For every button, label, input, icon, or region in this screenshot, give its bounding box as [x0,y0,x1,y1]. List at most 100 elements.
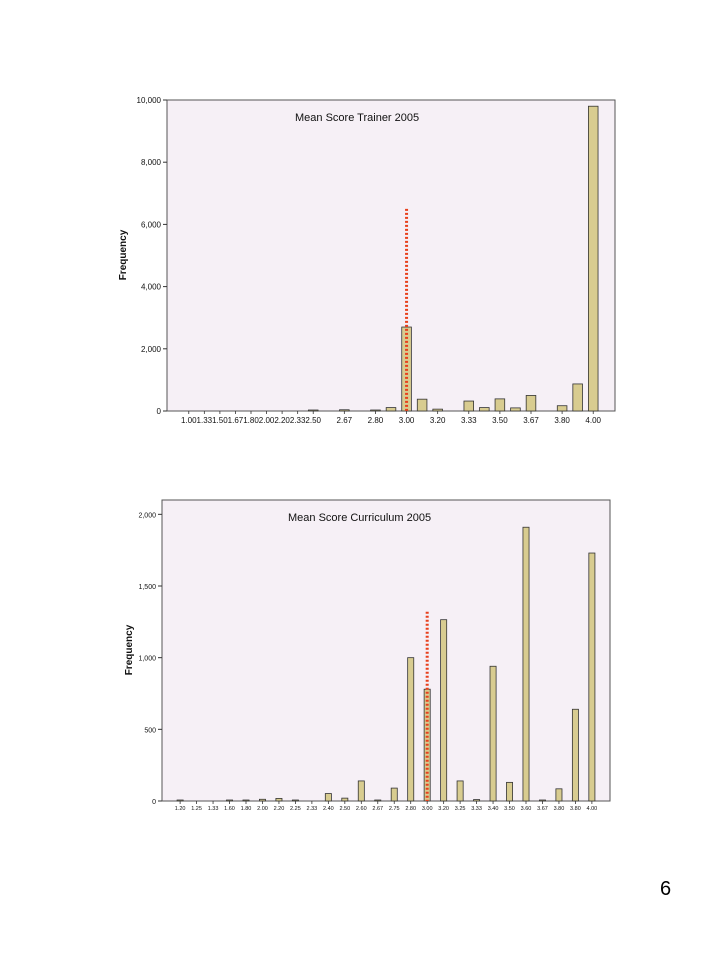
bar [440,619,448,802]
y-tick-label: 8,000 [141,158,162,167]
x-tick-label: 1.33 [197,416,213,425]
x-tick-label: 1.20 [175,806,186,812]
bar [226,799,233,802]
x-tick-label: 2.80 [368,416,384,425]
x-tick-label: 1.50 [212,416,228,425]
bar [506,781,513,802]
x-tick-label: 3.25 [455,806,466,812]
x-tick-label: 2.00 [257,806,268,812]
x-tick-label: 2.20 [274,416,290,425]
x-tick-label: 3.50 [504,806,515,812]
plot-area [161,499,611,802]
x-tick-label: 2.60 [356,806,367,812]
x-tick-label: 2.50 [305,416,321,425]
y-tick-label: 1,000 [138,656,156,663]
bar [357,780,365,802]
y-tick-label: 0 [157,407,162,416]
bar [525,395,537,412]
x-tick-label: 2.25 [290,806,301,812]
y-tick-label: 500 [144,727,156,734]
x-tick-label: 3.00 [422,806,433,812]
bar [489,665,497,802]
x-tick-label: 2.67 [337,416,353,425]
x-tick-label: 3.00 [399,416,415,425]
x-tick-label: 2.80 [405,806,416,812]
bar [385,407,397,412]
bar [370,409,381,412]
chart-trainer: Mean Score Trainer 2005 Frequency 0 2,000 4,… [0,90,720,440]
bar [463,400,475,412]
x-tick-label: 1.60 [224,806,235,812]
bar [510,407,521,412]
bar [416,398,428,412]
bar [539,799,546,802]
x-tick-label: 1.33 [208,806,219,812]
y-tick-label: 0 [152,799,156,806]
bar [588,105,599,412]
y-tick-label: 10,000 [137,96,162,105]
x-tick-label: 2.50 [339,806,350,812]
y-tick-label: 6,000 [141,220,162,229]
x-tick-label: 2.75 [389,806,400,812]
x-tick-label: 1.00 [181,416,197,425]
bar [479,407,490,412]
chart-curriculum: Mean Score Curriculum 2005 Frequency 0 500 1… [0,490,720,830]
bar [275,798,283,802]
bar [341,797,349,802]
x-tick-label: 3.50 [492,416,508,425]
chart-title: Mean Score Curriculum 2005 [288,512,431,524]
bar [307,409,319,412]
x-tick-label: 2.40 [323,806,334,812]
chart-title: Mean Score Trainer 2005 [295,112,419,124]
bar [390,787,398,802]
chart-trainer-svg: Mean Score Trainer 2005 Frequency 0 2,000 4,… [118,96,616,425]
x-tick-label: 3.40 [488,806,499,812]
x-tick-label: 2.33 [307,806,318,812]
x-tick-label: 2.33 [290,416,306,425]
x-tick-label: 2.20 [274,806,285,812]
x-tick-label: 3.60 [521,806,532,812]
x-tick-label: 3.20 [438,806,449,812]
y-tick-label: 1,500 [138,584,156,591]
bar [522,526,530,802]
bar [571,708,579,802]
bar [259,798,266,802]
bar [339,409,350,412]
bar [291,799,299,802]
y-tick-label: 2,000 [138,512,156,519]
bar [407,657,415,802]
bar [432,408,443,412]
page-number: 6 [660,878,672,900]
bar [242,799,250,802]
plot-area [166,99,616,412]
x-tick-label: 3.20 [430,416,446,425]
y-axis-label: Frequency [118,229,129,280]
x-tick-label: 3.80 [570,806,581,812]
x-tick-label: 3.33 [461,416,477,425]
bar [588,552,596,802]
x-tick-label: 3.80 [554,806,565,812]
y-axis-label: Frequency [124,624,135,675]
bar [572,383,583,412]
bar [176,799,184,802]
y-tick-label: 2,000 [141,345,162,354]
x-tick-label: 1.67 [228,416,244,425]
x-tick-label: 3.67 [537,806,548,812]
x-tick-label: 4.00 [585,416,601,425]
x-tick-label: 1.80 [243,416,259,425]
chart-curriculum-svg: Mean Score Curriculum 2005 Frequency 0 500 1… [124,499,611,812]
x-tick-label: 1.80 [241,806,252,812]
bar [456,780,464,802]
bar [556,405,568,412]
bar [374,799,382,802]
bar [555,788,563,802]
y-tick-label: 4,000 [141,283,162,292]
x-tick-label: 3.80 [554,416,570,425]
x-tick-label: 1.25 [191,806,202,812]
x-tick-label: 3.33 [471,806,482,812]
bar [324,793,332,802]
bar [473,799,481,802]
x-tick-label: 3.67 [523,416,539,425]
x-tick-label: 2.00 [259,416,275,425]
bar [494,398,506,412]
